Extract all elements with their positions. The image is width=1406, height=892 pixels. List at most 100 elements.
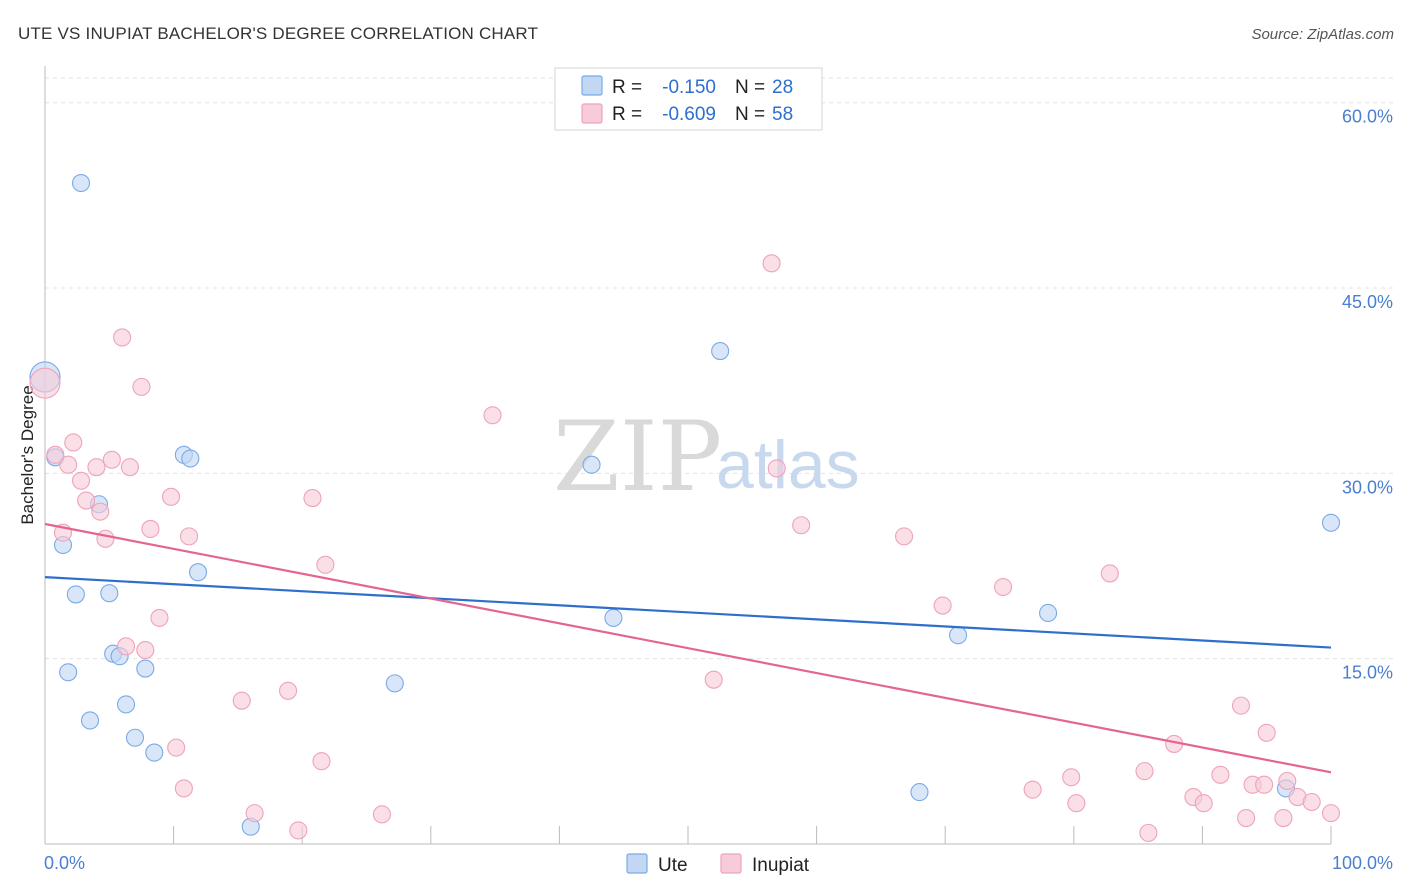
ute-stats-swatch xyxy=(581,75,603,96)
inupiat-point-36 xyxy=(933,596,952,615)
inupiat-point-10 xyxy=(102,450,121,469)
watermark: ZIP atlas xyxy=(553,401,860,513)
inupiat-point-11 xyxy=(113,328,132,347)
inupiat-point-2 xyxy=(59,455,78,474)
inupiat-r-value: -0.609 xyxy=(662,104,716,125)
inupiat-trend-line xyxy=(44,522,1332,774)
inupiat-point-20 xyxy=(167,738,186,757)
trend-lines xyxy=(44,522,1332,774)
ute-legend-swatch xyxy=(626,853,648,874)
ute-r-value: -0.150 xyxy=(662,77,716,98)
y-tick-label-60: 60.0% xyxy=(1342,107,1393,127)
inupiat-point-33 xyxy=(767,459,786,478)
ute-point-10 xyxy=(136,659,155,678)
ute-legend-label: Ute xyxy=(658,855,688,876)
inupiat-point-18 xyxy=(161,487,181,506)
inupiat-point-41 xyxy=(1100,564,1119,583)
inupiat-point-40 xyxy=(1067,794,1086,813)
inupiat-point-27 xyxy=(316,555,335,574)
ute-point-14 xyxy=(145,743,164,762)
inupiat-point-48 xyxy=(1231,696,1251,715)
ute-r-label: R = xyxy=(612,77,642,98)
ute-n-label: N = xyxy=(735,77,765,98)
inupiat-point-34 xyxy=(792,516,811,535)
y-tick-label-30: 30.0% xyxy=(1342,477,1393,497)
inupiat-point-26 xyxy=(303,489,322,508)
inupiat-point-43 xyxy=(1139,823,1158,842)
inupiat-point-9 xyxy=(96,529,115,548)
inupiat-point-17 xyxy=(136,640,155,660)
inupiat-point-19 xyxy=(179,527,199,546)
inupiat-point-7 xyxy=(87,458,106,477)
inupiat-point-25 xyxy=(289,821,308,840)
watermark-zip: ZIP xyxy=(553,401,722,513)
inupiat-point-35 xyxy=(894,527,914,546)
inupiat-legend-label: Inupiat xyxy=(752,855,810,876)
ute-point-9 xyxy=(59,663,78,682)
ute-point-25 xyxy=(1039,603,1058,623)
ute-n-value: 28 xyxy=(772,77,793,98)
inupiat-point-47 xyxy=(1211,765,1230,784)
ute-point-11 xyxy=(116,695,136,714)
inupiat-point-13 xyxy=(132,377,151,396)
ute-point-23 xyxy=(910,783,929,802)
inupiat-point-15 xyxy=(150,608,169,627)
inupiat-point-39 xyxy=(1062,768,1081,787)
inupiat-point-24 xyxy=(279,681,298,700)
y-axis-tick-labels: 15.0% 30.0% 45.0% 60.0% xyxy=(1342,107,1393,683)
inupiat-point-12 xyxy=(120,458,139,477)
inupiat-point-53 xyxy=(1274,809,1293,828)
inupiat-point-38 xyxy=(1023,780,1042,799)
ute-point-17 xyxy=(188,563,208,582)
stats-legend: R = -0.150 N = 28 R = -0.609 N = 58 xyxy=(554,67,823,131)
ute-point-22 xyxy=(711,341,730,361)
inupiat-point-46 xyxy=(1194,794,1213,813)
inupiat-point-29 xyxy=(372,805,391,824)
inupiat-point-57 xyxy=(1321,804,1341,823)
inupiat-point-54 xyxy=(1278,771,1297,791)
data-points xyxy=(29,173,1341,842)
inupiat-point-28 xyxy=(312,752,331,771)
inupiat-n-value: 58 xyxy=(772,104,793,125)
watermark-atlas: atlas xyxy=(716,427,860,503)
ute-point-13 xyxy=(125,728,145,747)
chart-title: UTE VS INUPIAT BACHELOR'S DEGREE CORRELA… xyxy=(18,24,538,43)
inupiat-point-14 xyxy=(141,519,160,539)
inupiat-point-37 xyxy=(994,577,1013,597)
inupiat-r-label: R = xyxy=(612,104,642,125)
inupiat-n-label: N = xyxy=(735,104,765,125)
inupiat-point-23 xyxy=(245,804,264,823)
y-tick-label-15: 15.0% xyxy=(1342,663,1393,683)
inupiat-point-42 xyxy=(1135,762,1154,781)
inupiat-legend-swatch xyxy=(720,853,742,874)
y-axis-label: Bachelor's Degree xyxy=(18,385,37,524)
ute-point-19 xyxy=(385,674,404,693)
inupiat-point-51 xyxy=(1255,775,1274,794)
ute-point-12 xyxy=(80,711,100,730)
ute-trend-line xyxy=(44,576,1332,649)
inupiat-point-22 xyxy=(232,691,251,710)
inupiat-point-3 xyxy=(64,433,83,452)
inupiat-point-4 xyxy=(71,471,91,490)
ute-point-20 xyxy=(582,455,601,474)
y-tick-label-45: 45.0% xyxy=(1342,292,1393,312)
inupiat-point-0 xyxy=(29,367,61,399)
inupiat-point-56 xyxy=(1302,792,1321,812)
inupiat-point-5 xyxy=(77,491,96,510)
inupiat-point-32 xyxy=(762,254,781,273)
ute-point-1 xyxy=(71,173,91,193)
ute-point-16 xyxy=(181,449,200,468)
inupiat-point-8 xyxy=(91,502,110,521)
x-tick-label-max: 100.0% xyxy=(1332,853,1393,873)
inupiat-point-16 xyxy=(116,637,136,656)
chart-source: Source: ZipAtlas.com xyxy=(1251,26,1394,43)
inupiat-point-30 xyxy=(483,406,502,425)
x-axis-ticks xyxy=(173,826,1332,844)
ute-point-5 xyxy=(66,585,85,604)
inupiat-stats-swatch xyxy=(581,103,603,124)
inupiat-point-52 xyxy=(1257,723,1276,742)
grid-lines xyxy=(45,77,1393,660)
ute-point-21 xyxy=(604,608,623,627)
inupiat-point-1 xyxy=(46,445,65,464)
